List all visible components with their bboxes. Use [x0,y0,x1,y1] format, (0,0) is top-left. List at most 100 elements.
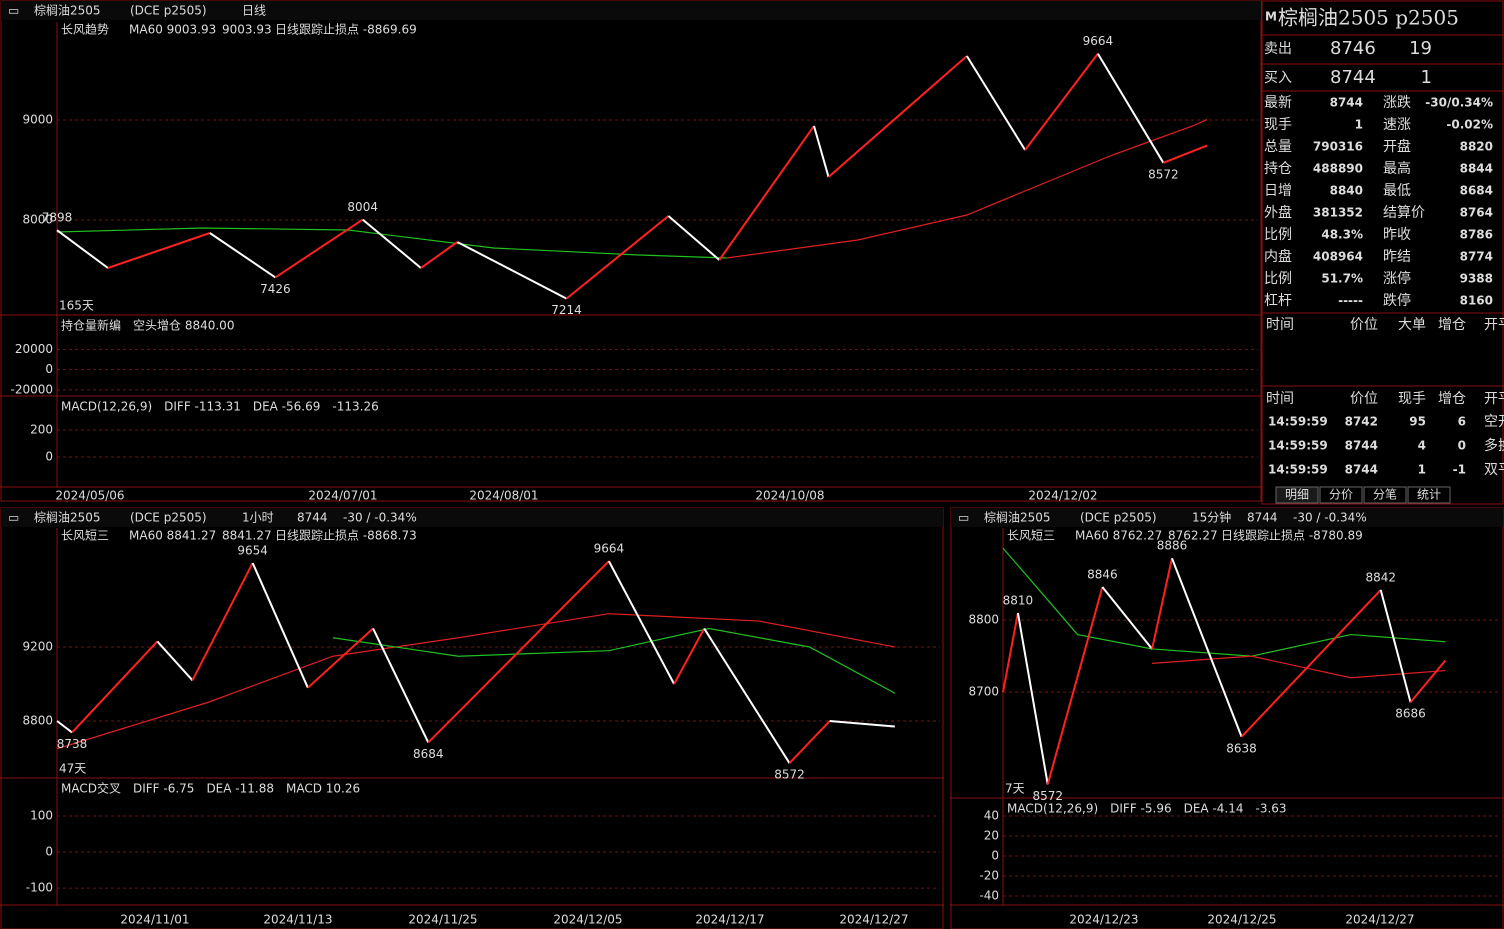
x-date-label: 2024/05/06 [55,489,124,503]
moving-average [332,627,896,694]
quote-value: 8160 [1460,294,1493,308]
book-price: 8744 [1330,67,1376,88]
column-header: 时间 [1266,391,1294,407]
zigzag-segment [1379,589,1412,703]
column-header: 价位 [1350,391,1378,407]
column-header: 现手 [1398,391,1426,407]
trade-cell: 8742 [1345,415,1378,429]
zigzag-segment [251,562,309,689]
tab[interactable] [1363,486,1407,504]
x-date-label: 2024/11/25 [408,913,477,927]
ma-value: 9003.93 [222,23,272,37]
pivot-label: 8684 [413,747,444,761]
zigzag-segment [427,560,610,744]
column-header: 大单 [1398,317,1426,333]
quote-value: 8844 [1460,162,1493,176]
header-change: -30 / -0.34% [1293,511,1367,525]
tab[interactable] [1319,486,1363,504]
trade-cell: 空开 [1484,414,1504,430]
x-date-label: 2024/12/27 [1345,913,1414,927]
x-date-label: 2024/11/13 [263,913,332,927]
days-label: 165天 [59,299,94,313]
book-label: 卖出 [1264,41,1292,57]
header-period[interactable]: 日线 [242,4,266,18]
trade-cell: 1 [1418,463,1426,477]
quote-marker: M [1265,10,1277,24]
pivot-label: 9654 [237,543,268,557]
y-tick-label: -100 [26,881,53,895]
zigzag-segment [813,125,830,178]
tab[interactable] [1407,486,1451,504]
column-header: 增仓 [1438,317,1466,333]
indicator-name[interactable]: 长风趋势 [61,23,109,37]
header-symbol: 棕榈油2505 [34,3,101,18]
x-date-label: 2024/12/05 [553,913,622,927]
y-tick-label: 8000 [22,213,53,227]
zigzag-segment [607,560,675,685]
sub-label[interactable]: 持仓量新编 [61,318,121,333]
x-date-label: 2024/12/17 [695,913,764,927]
quote-frame [1261,0,1504,505]
y-tick-label: 40 [984,809,999,823]
header-period[interactable]: 1小时 [242,511,274,525]
moving-average [726,119,1208,259]
pivot-label: 8004 [347,200,378,214]
zigzag-segment [1171,557,1243,738]
y-tick-label: 200 [30,423,53,437]
quote-label: 内盘 [1264,248,1292,265]
zigzag-segment [1002,612,1019,693]
quote-value: 51.7% [1321,272,1363,286]
sub-label: -113.26 [332,400,378,414]
tab-label[interactable]: 分价 [1329,488,1353,502]
zigzag-segment [829,720,895,728]
tab[interactable] [1275,486,1319,504]
sub-label[interactable]: MACD(12,26,9) [61,400,152,414]
pivot-label: 8572 [1032,789,1063,803]
y-tick-label: 20000 [15,342,53,356]
tab-label[interactable]: 统计 [1417,488,1441,502]
header-period[interactable]: 15分钟 [1192,510,1231,525]
x-date-label: 2024/11/01 [120,913,189,927]
zigzag-segment [372,628,430,743]
header-exchange: (DCE p2505) [130,4,207,18]
y-tick-label: 0 [45,362,53,376]
header-symbol: 棕榈油2505 [34,510,101,525]
sub-label: DIFF -6.75 [133,782,194,796]
indicator-name[interactable]: 长风短三 [1007,529,1055,543]
quote-value: 8840 [1330,184,1363,198]
sub-label: DEA -4.14 [1184,802,1244,816]
y-tick-label: 8800 [968,613,999,627]
sub-label: 空头增仓 8840.00 [133,319,234,333]
pivot-label: 8886 [1157,539,1188,553]
quote-label: 结算价 [1383,205,1425,221]
quote-label: 昨结 [1383,249,1411,265]
y-tick-label: 100 [30,809,53,823]
quote-label: 杠杆 [1264,293,1292,309]
sub-label: DIFF -113.31 [164,400,241,414]
zigzag-segment [362,218,422,269]
sub-label[interactable]: MACD(12,26,9) [1007,802,1098,816]
zigzag-segment [703,627,791,764]
ma-label: MA60 8762.27 [1075,529,1162,543]
quote-value: 8744 [1330,96,1363,110]
sub-label[interactable]: MACD交叉 [61,781,121,796]
quote-value: -30/0.34% [1425,96,1493,110]
zigzag-segment [56,229,109,269]
pivot-label: 7426 [260,282,291,296]
quote-value: 8786 [1460,228,1493,242]
column-header: 增仓 [1438,391,1466,407]
quote-label: 持仓 [1264,161,1292,177]
indicator-name[interactable]: 长风短三 [61,529,109,543]
zigzag-segment [1151,558,1173,650]
book-volume: 19 [1409,38,1432,59]
y-tick-label: 0 [45,845,53,859]
sub-label: DEA -11.88 [206,782,274,796]
y-tick-label: 8700 [968,685,999,699]
trade-cell: 4 [1418,439,1426,453]
tab-label[interactable]: 明细 [1285,488,1309,502]
y-tick-label: 9000 [22,113,53,127]
moving-average [56,227,727,259]
tab-label[interactable]: 分笔 [1373,487,1397,502]
sub-label: MACD 10.26 [286,782,360,796]
quote-label: 日增 [1264,183,1292,199]
